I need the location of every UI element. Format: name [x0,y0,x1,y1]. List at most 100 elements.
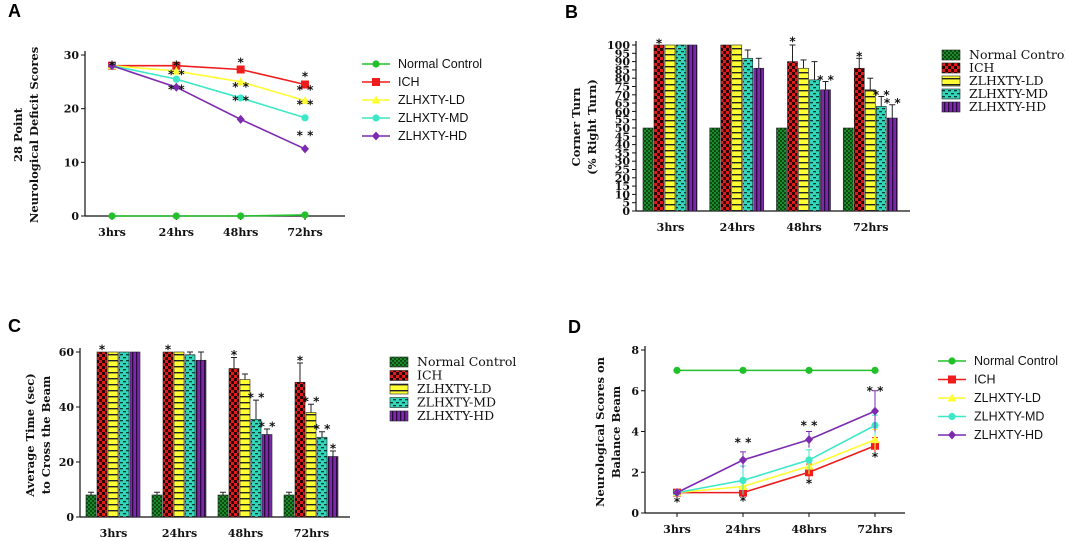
panel-b-y-tick-label: 100 [607,39,630,52]
panel-a-legend-marker [372,78,380,86]
panel-a-significance-mark: * * [168,67,185,81]
panel-b-y-tick-label: 10 [615,188,631,201]
panel-d-y-tick-label: 8 [631,344,639,357]
panel-c-y-label-line2: to Cross the Beam [39,376,53,494]
panel-c-legend-item-ich: ICH [389,368,443,383]
panel-a: A 28 Point Neurological Deficit Scores 0… [8,1,482,239]
panel-c-legend-swatch [389,370,409,381]
panel-d-significance-mark: * * [735,436,752,450]
panel-d-y-label: Neurological Scores on Balance Beam [593,356,623,507]
panel-a-y-tick-label: 0 [71,210,79,223]
panel-a-y-tick-label: 20 [64,103,80,116]
panel-a-point-zlhxty-ld [171,66,181,75]
panel-a-legend-item-ich: ICH [362,75,420,89]
panel-d-series-zlhxty-md [673,414,879,497]
panel-letter-c: C [8,316,21,336]
panel-c-y-tick-label: 20 [59,456,75,469]
panel-b-bar-ich [720,44,732,212]
panel-b-y-tick-label: 65 [615,97,630,110]
panel-b-legend-swatch [941,88,961,100]
panel-c-bar-ich [162,351,174,518]
panel-b-y-tick-label: 30 [615,155,631,168]
panel-a-series-zlhxty-hd [108,61,309,154]
panel-a-legend-marker [372,131,380,141]
panel-a-line-ich [112,64,306,86]
panel-a-legend-label: ZLHXTY-HD [398,129,467,143]
panel-d-point-zlhxty-md [805,456,813,464]
panel-d-point-normal-control [673,366,681,374]
panel-a-point-ich [236,65,245,74]
panel-c-legend-label: ZLHXTY-LD [417,381,492,396]
panel-b-y-tick-label: 85 [615,64,630,77]
panel-a-series-zlhxty-md [108,62,309,122]
panel-b-legend-label: Normal Control [969,47,1065,62]
panel-d-legend-label: ICH [974,373,996,387]
panel-a-point-normal-control [301,211,309,219]
panel-letter-d: D [568,317,581,337]
panel-b-bar-ich [853,67,865,212]
panel-d-significance-mark: * * [867,384,884,398]
panel-d-x-tick-label: 72hrs [857,523,892,536]
panel-d-point-normal-control [739,366,747,374]
panel-d-point-zlhxty-hd [805,435,813,445]
panel-c-series-normal-control [85,491,295,518]
panel-c-significance-mark: * [297,353,304,367]
panel-d-significance-mark: * [806,476,813,490]
panel-a-significance-mark: * [238,56,245,70]
panel-a-point-zlhxty-hd [108,61,116,71]
panel-c-y-tick-label: 60 [59,346,75,359]
panel-c-x-tick-label: 48hrs [228,527,263,540]
panel-b-y-tick-label: 95 [615,47,630,60]
panel-b-y-tick-label: 90 [615,56,631,69]
panel-b-significance-mark: * * [873,88,890,102]
panel-a-legend-marker [371,95,381,104]
panel-d-legend-label: ZLHXTY-MD [974,410,1044,424]
panel-d-legend-item-zlhxty-md: ZLHXTY-MD [938,410,1044,424]
panel-a-legend-item-zlhxty-hd: ZLHXTY-HD [362,129,467,143]
panel-b-legend-label: ZLHXTY-LD [969,73,1044,88]
panel-c-series-zlhxty-md [118,351,328,518]
panel-d-line-ich [677,445,876,494]
panel-b-bar-normal-control [776,127,787,212]
panel-b-series-ich [653,44,865,212]
panel-a-point-zlhxty-md [172,75,180,83]
panel-c-legend-item-normal-control: Normal Control [389,354,516,369]
panel-b-significance-mark: * [856,50,863,64]
panel-a-point-zlhxty-md [237,94,245,102]
panel-c-series-zlhxty-hd [129,351,339,518]
panel-c-legend-item-zlhxty-md: ZLHXTY-MD [389,395,496,410]
panel-d-series-normal-control [673,366,879,374]
panel-b-significance-mark: * [789,35,796,49]
panel-a-line-normal-control [112,214,306,217]
panel-d-y-tick-label: 4 [631,426,639,439]
panel-a-point-ich [301,80,309,89]
panel-d-point-zlhxty-hd [739,455,747,465]
panel-a-y-label-line2: Neurological Deficit Scores [27,47,41,223]
panel-d-line-zlhxty-hd [676,410,876,494]
panel-b-y-tick-label: 50 [615,122,631,135]
panel-b-bar-zlhxty-md [875,106,887,212]
panel-b-legend-item-zlhxty-ld: ZLHXTY-LD [941,73,1044,88]
panel-c-bar-zlhxty-md [184,354,196,518]
panel-d-point-zlhxty-hd [871,406,879,416]
panel-a-point-zlhxty-hd [301,144,309,154]
panel-d-legend-marker [948,357,956,365]
panel-a-legend-label: ZLHXTY-LD [398,93,465,107]
panel-b-y-label-line1: Corner Turn [569,87,583,167]
panel-a-significance-mark: * * [232,80,249,94]
panel-c-legend-label: Normal Control [417,354,516,369]
panel-c-significance-mark: * * [303,395,320,409]
panel-c-legend-label: ICH [417,368,443,383]
panel-b-y-tick-label: 45 [615,130,630,143]
panel-b-significance-mark: * [656,36,663,50]
panel-b-y-tick-label: 15 [615,180,630,193]
panel-b-bar-zlhxty-md [742,57,754,212]
panel-b-y-tick-label: 70 [615,89,631,102]
panel-a-line-zlhxty-md [111,64,306,119]
panel-d-y-tick-label: 6 [631,385,639,398]
panel-b-y-tick-label: 60 [615,105,631,118]
panel-b-legend-label: ZLHXTY-HD [969,99,1046,114]
panel-b-y-tick-label: 20 [615,172,631,185]
panel-c-significance-mark: * * [314,422,331,436]
